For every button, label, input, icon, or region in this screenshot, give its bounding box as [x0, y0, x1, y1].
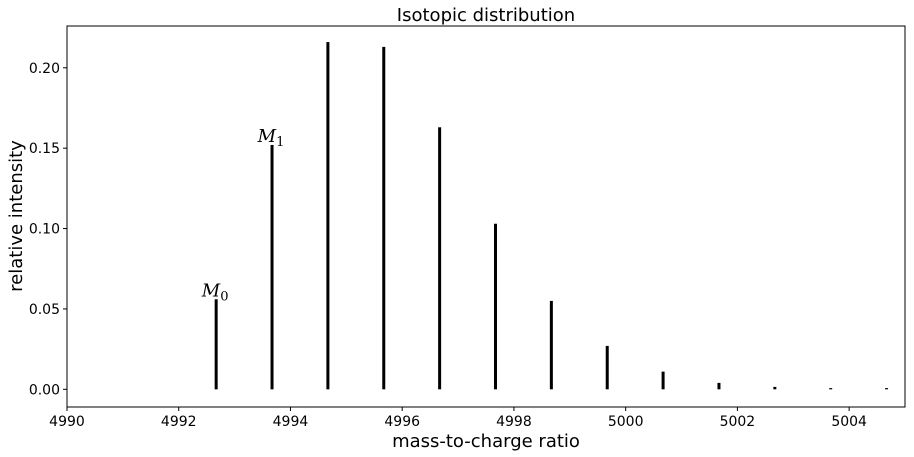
x-tick-label-7: 5004 [831, 414, 867, 430]
annotation-m0: M0 [201, 280, 229, 304]
bar-12 [885, 388, 889, 390]
bar-0 [214, 299, 218, 390]
x-tick-label-5: 5000 [608, 414, 644, 430]
plot-frame [66, 25, 906, 408]
y-tick-label-2: 0.10 [29, 222, 60, 238]
x-tick-label-0: 4990 [49, 414, 85, 430]
bar-10 [773, 386, 777, 390]
x-tick-label-6: 5002 [720, 414, 756, 430]
x-tick-label-2: 4994 [273, 414, 309, 430]
x-tick-label-3: 4996 [384, 414, 420, 430]
annotation-base: M [201, 280, 221, 301]
annotation-subscript: 1 [276, 135, 284, 150]
y-axis-ticks: 0.00 0.05 0.10 0.15 0.20 [29, 61, 67, 398]
chart-title: Isotopic distribution [397, 5, 575, 26]
bar-11 [829, 388, 833, 390]
x-axis-ticks: 4990 4992 4994 4996 4998 5000 5002 5004 [49, 407, 867, 430]
y-tick-label-3: 0.15 [29, 141, 60, 157]
annotation-m1: M1 [257, 126, 285, 150]
annotation-base: M [257, 126, 277, 147]
bar-5 [493, 223, 497, 390]
bar-2 [326, 42, 330, 390]
annotation-subscript: 0 [220, 289, 228, 304]
bar-4 [438, 127, 442, 390]
y-axis-label: relative intensity [6, 140, 27, 292]
y-tick-label-0: 0.00 [29, 382, 60, 398]
x-tick-label-4: 4998 [496, 414, 532, 430]
bars-group [214, 42, 889, 390]
bar-1 [270, 144, 274, 390]
bar-3 [382, 46, 386, 390]
x-tick-label-1: 4992 [161, 414, 197, 430]
y-tick-label-1: 0.05 [29, 302, 60, 318]
y-tick-label-4: 0.20 [29, 61, 60, 77]
bar-9 [717, 382, 721, 390]
bar-7 [605, 345, 609, 390]
bar-6 [549, 300, 553, 390]
x-axis-label: mass-to-charge ratio [392, 431, 580, 452]
bar-8 [661, 371, 665, 390]
